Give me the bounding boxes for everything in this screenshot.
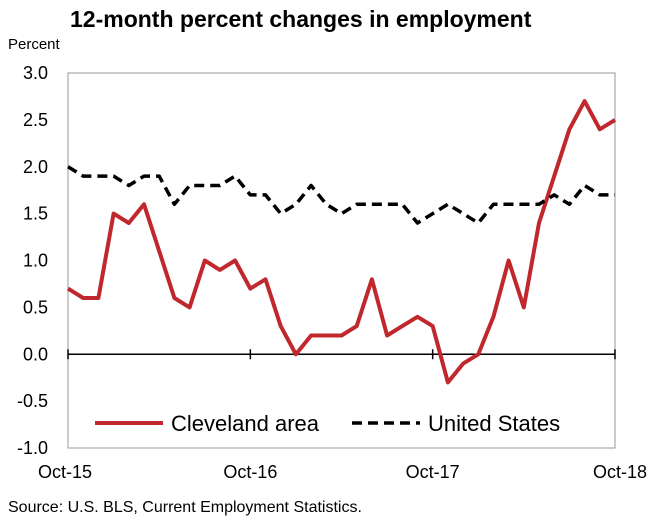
x-tick-label: Oct-15	[38, 462, 92, 482]
legend-label: Cleveland area	[171, 411, 320, 436]
x-tick-label: Oct-18	[593, 462, 647, 482]
series-line-united-states	[67, 165, 615, 225]
y-axis-ticks: 3.0 2.5 2.0 1.5 1.0 0.5 0.0 -0.5 -1.0	[17, 63, 48, 458]
chart-title: 12-month percent changes in employment	[70, 6, 532, 32]
y-tick-label: -0.5	[17, 391, 48, 411]
y-tick-label: 2.0	[23, 157, 48, 177]
source-note: Source: U.S. BLS, Current Employment Sta…	[8, 499, 362, 516]
x-tick-label: Oct-16	[223, 462, 277, 482]
y-tick-label: -1.0	[17, 438, 48, 458]
y-axis-label: Percent	[8, 36, 60, 53]
x-axis: Oct-15 Oct-16 Oct-17 Oct-18	[38, 349, 647, 482]
series-line-cleveland-area	[66, 99, 617, 385]
plot-area-frame	[67, 72, 616, 449]
y-tick-label: 2.5	[23, 110, 48, 130]
legend: Cleveland area United States	[95, 411, 560, 436]
y-tick-label: 1.5	[23, 204, 48, 224]
series-layer	[66, 99, 617, 385]
y-tick-label: 0.5	[23, 297, 48, 317]
y-tick-label: 0.0	[23, 344, 48, 364]
y-tick-label: 3.0	[23, 63, 48, 83]
legend-label: United States	[428, 411, 560, 436]
y-tick-label: 1.0	[23, 251, 48, 271]
x-tick-label: Oct-17	[406, 462, 460, 482]
